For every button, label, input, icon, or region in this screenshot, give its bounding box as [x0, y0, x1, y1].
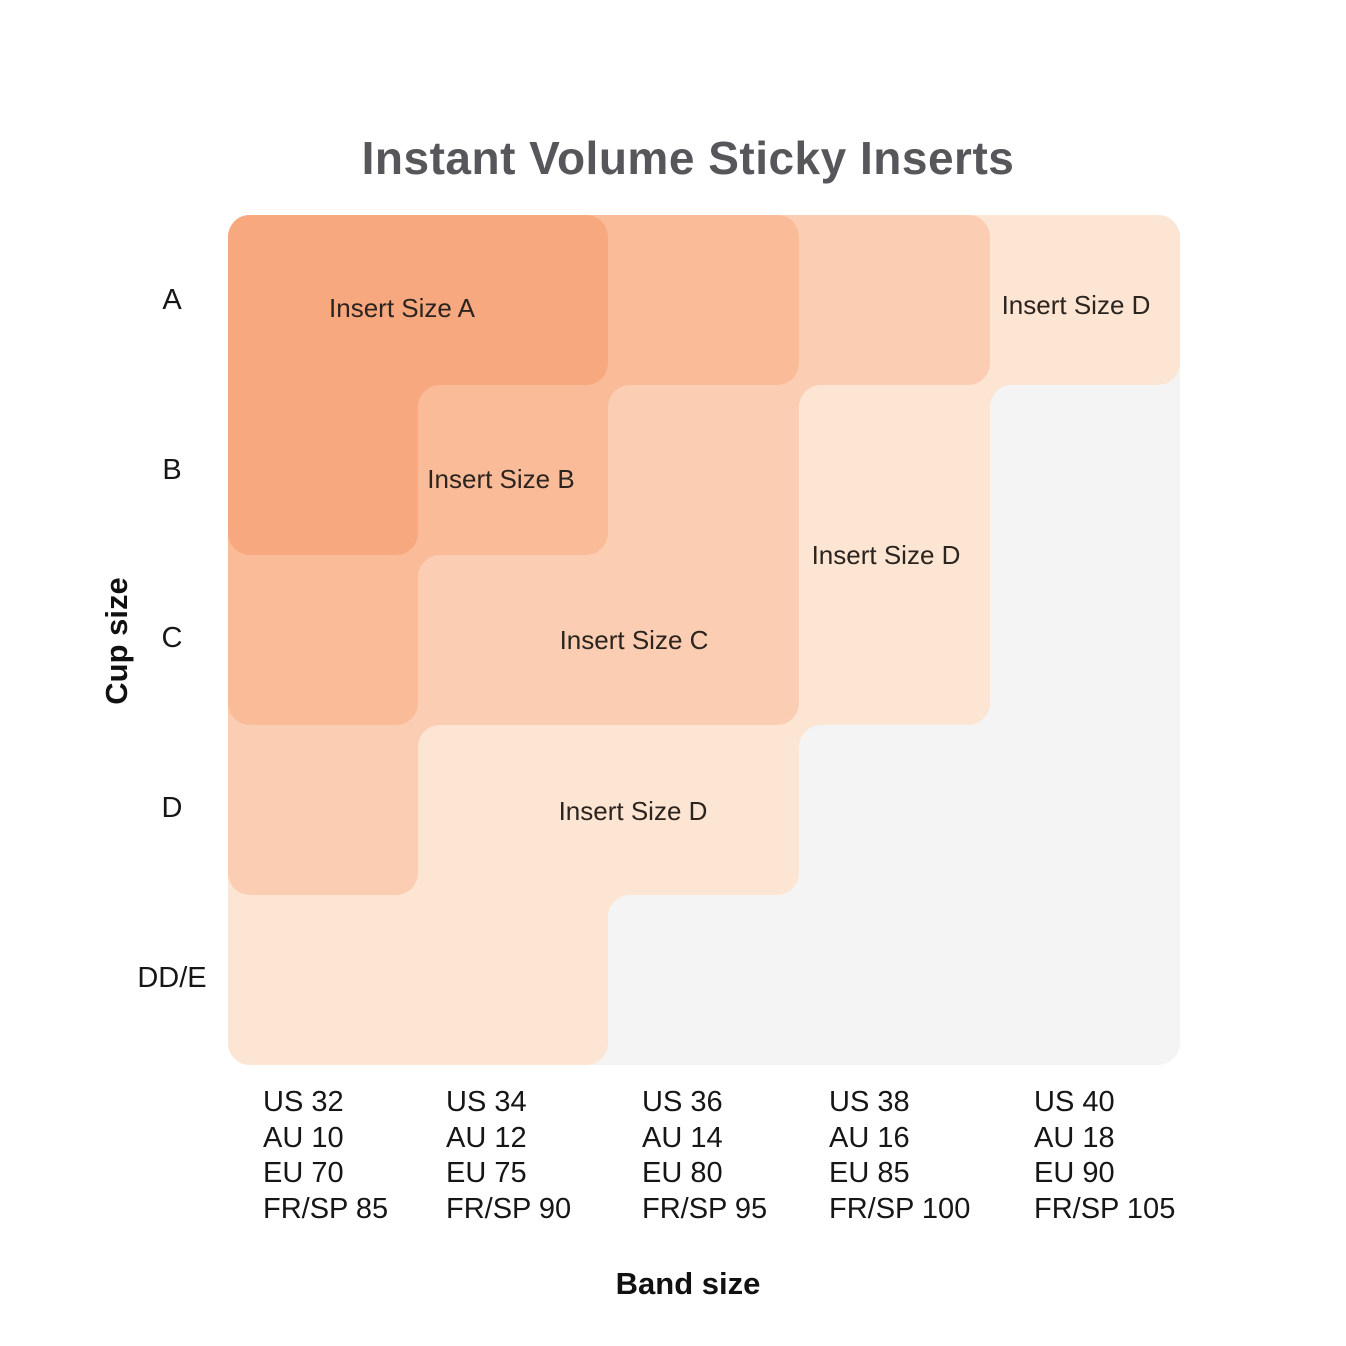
band-tick-line: AU 18: [1034, 1121, 1115, 1154]
cup-size-tick: C: [161, 622, 183, 654]
band-tick-line: FR/SP 95: [642, 1192, 768, 1225]
band-tick-line: US 40: [1034, 1086, 1115, 1118]
band-tick-line: US 32: [263, 1086, 344, 1118]
band-tick-line: AU 16: [829, 1121, 910, 1154]
band-tick-line: AU 12: [446, 1121, 527, 1154]
region-label: Insert Size C: [560, 625, 709, 655]
band-tick-line: EU 70: [263, 1157, 344, 1189]
band-tick-line: EU 75: [446, 1157, 527, 1189]
band-tick-line: AU 10: [263, 1121, 344, 1154]
cup-size-tick: D: [161, 792, 183, 824]
band-tick-line: FR/SP 105: [1034, 1192, 1176, 1225]
region-label: Insert Size D: [559, 796, 708, 826]
region-label: Insert Size D: [812, 540, 961, 570]
band-tick-line: US 34: [446, 1086, 527, 1118]
band-size-tick-column: US 34 AU 12 EU 75 FR/SP 90: [446, 1085, 636, 1227]
band-tick-line: AU 14: [642, 1121, 723, 1154]
band-tick-line: EU 90: [1034, 1157, 1115, 1189]
band-size-axis-title: Band size: [615, 1266, 761, 1301]
band-tick-line: US 36: [642, 1086, 723, 1118]
band-tick-line: US 38: [829, 1086, 910, 1118]
region-label: Insert Size B: [427, 464, 574, 494]
band-tick-line: FR/SP 90: [446, 1192, 572, 1225]
insert-size-a-region: [228, 215, 608, 555]
band-size-tick-column: US 32 AU 10 EU 70 FR/SP 85: [263, 1085, 453, 1227]
band-tick-line: FR/SP 85: [263, 1192, 389, 1225]
region-label: Insert Size A: [329, 293, 476, 323]
cup-size-tick: B: [162, 454, 182, 486]
cup-size-tick: DD/E: [137, 962, 207, 994]
region-label: Insert Size D: [1002, 290, 1151, 320]
band-size-tick-column: US 36 AU 14 EU 80 FR/SP 95: [642, 1085, 832, 1227]
band-size-tick-column: US 40 AU 18 EU 90 FR/SP 105: [1034, 1085, 1224, 1227]
cup-size-axis-title: Cup size: [99, 577, 134, 705]
cup-size-tick: A: [162, 284, 182, 316]
page-title: Instant Volume Sticky Inserts: [361, 132, 1015, 184]
band-tick-line: EU 85: [829, 1157, 910, 1189]
band-tick-line: FR/SP 100: [829, 1192, 971, 1225]
band-size-tick-column: US 38 AU 16 EU 85 FR/SP 100: [829, 1085, 1019, 1227]
band-tick-line: EU 80: [642, 1157, 723, 1189]
